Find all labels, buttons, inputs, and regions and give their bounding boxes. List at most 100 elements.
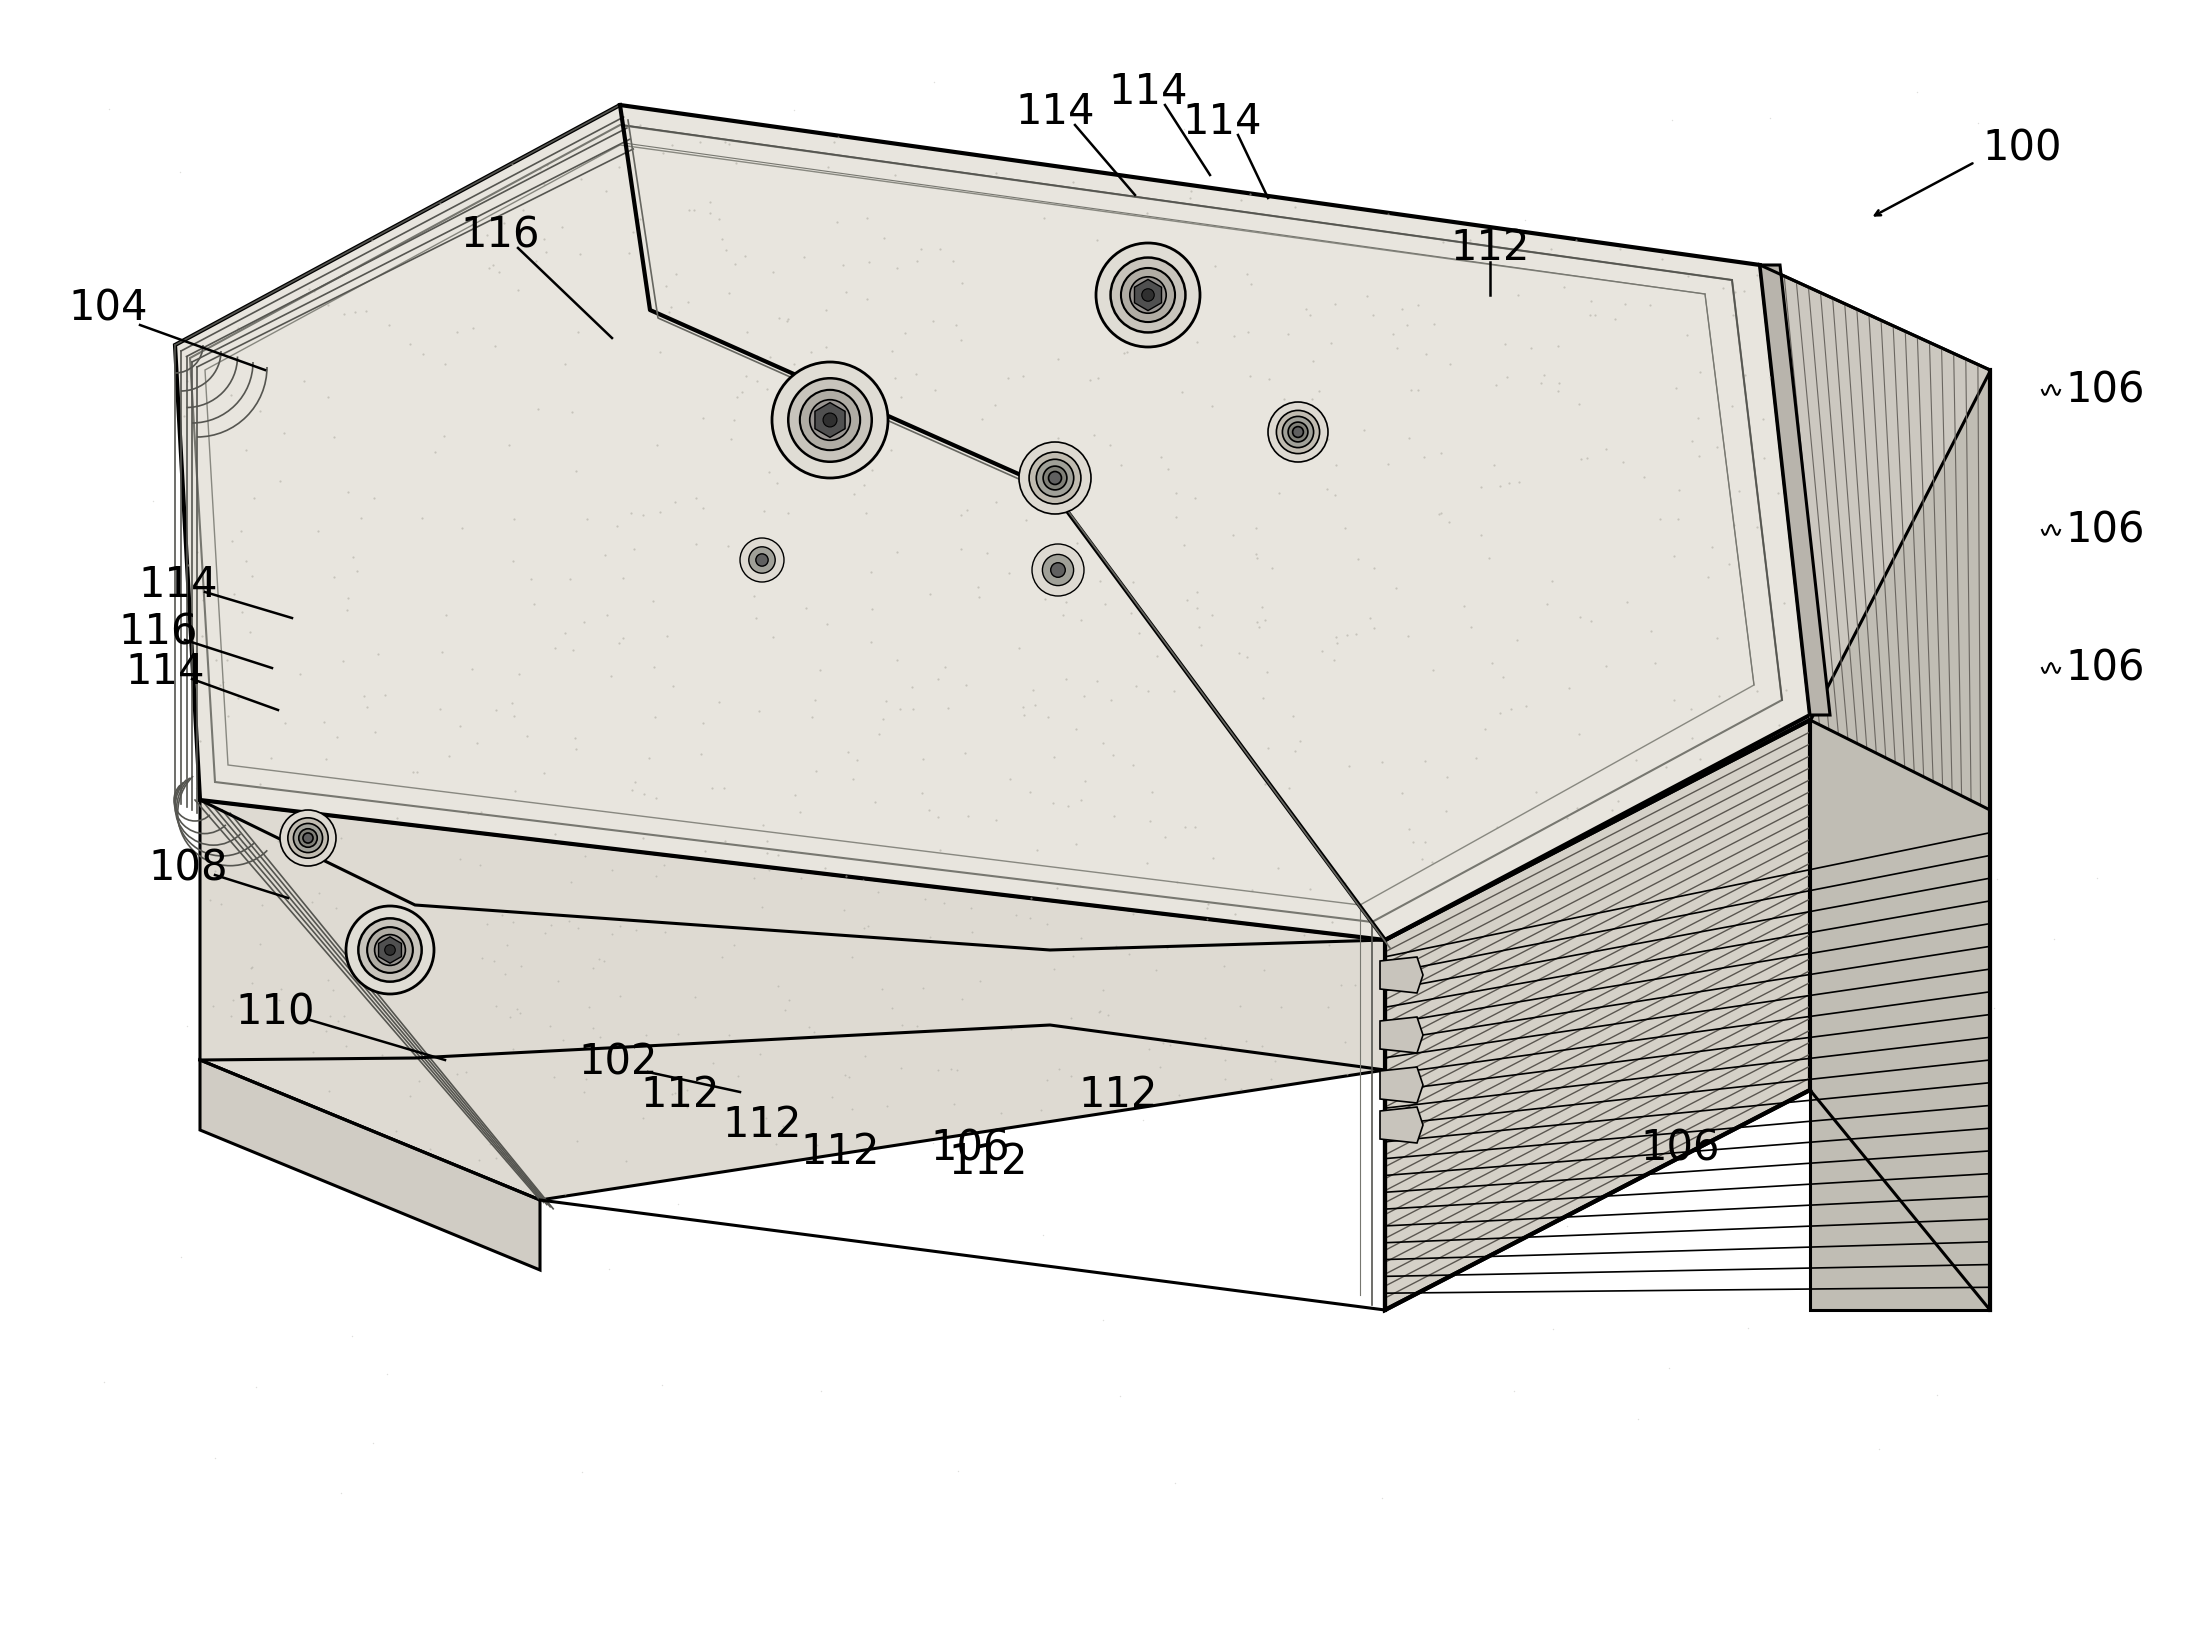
- Point: [1535, 568, 1570, 594]
- Point: [422, 696, 457, 722]
- Point: [1447, 593, 1482, 619]
- Point: [354, 227, 389, 253]
- Point: [800, 1131, 835, 1158]
- Point: [1012, 905, 1047, 931]
- Point: [660, 1021, 695, 1048]
- Point: [87, 1369, 122, 1396]
- Point: [1445, 396, 1480, 422]
- Point: [695, 1049, 730, 1076]
- Point: [509, 1156, 544, 1182]
- Point: [1329, 622, 1364, 649]
- Point: [1051, 793, 1086, 819]
- Point: [828, 279, 863, 305]
- Point: [584, 475, 619, 501]
- Point: [575, 1015, 610, 1041]
- Point: [262, 975, 297, 1002]
- Point: [164, 1243, 199, 1269]
- Point: [1605, 448, 1640, 475]
- Point: [1242, 614, 1277, 640]
- Point: [772, 987, 807, 1013]
- Point: [501, 277, 536, 304]
- Point: [1215, 322, 1250, 348]
- Point: [1327, 516, 1362, 542]
- Point: [1661, 476, 1696, 502]
- Point: [365, 1043, 400, 1069]
- Point: [855, 456, 890, 483]
- Circle shape: [750, 547, 776, 573]
- Point: [1143, 443, 1178, 470]
- Point: [1233, 271, 1268, 297]
- Point: [533, 911, 568, 938]
- Point: [566, 609, 601, 635]
- Point: [1126, 1107, 1161, 1133]
- Point: [1312, 933, 1347, 959]
- Point: [1270, 320, 1305, 346]
- Point: [1725, 511, 1760, 537]
- Point: [776, 351, 811, 378]
- Point: [831, 739, 866, 765]
- Circle shape: [1137, 284, 1159, 307]
- Point: [404, 888, 439, 915]
- Point: [350, 695, 385, 721]
- Point: [936, 248, 971, 274]
- Point: [472, 358, 507, 384]
- Point: [1768, 677, 1803, 703]
- Point: [979, 489, 1014, 516]
- Point: [916, 440, 951, 466]
- Point: [356, 484, 391, 511]
- Point: [809, 335, 844, 361]
- Circle shape: [1283, 417, 1314, 448]
- Point: [560, 915, 595, 941]
- Point: [1701, 433, 1736, 460]
- Point: [216, 581, 251, 608]
- Point: [822, 356, 857, 383]
- Point: [767, 997, 802, 1023]
- Point: [472, 255, 507, 281]
- Point: [962, 969, 997, 995]
- Circle shape: [374, 934, 404, 965]
- Point: [267, 420, 302, 447]
- Point: [649, 273, 684, 299]
- Point: [1349, 282, 1384, 309]
- Point: [457, 315, 492, 342]
- Polygon shape: [1379, 1067, 1423, 1103]
- Point: [1471, 545, 1506, 571]
- Point: [1012, 778, 1047, 805]
- Point: [1889, 1225, 1924, 1251]
- Point: [321, 1008, 356, 1034]
- Point: [675, 197, 710, 223]
- Point: [1795, 711, 1830, 737]
- Point: [221, 685, 256, 711]
- Point: [1484, 663, 1519, 690]
- Point: [310, 967, 345, 993]
- Point: [1670, 322, 1705, 348]
- Point: [669, 1094, 704, 1120]
- Point: [794, 338, 828, 365]
- Circle shape: [1130, 277, 1165, 314]
- Point: [656, 673, 691, 699]
- Text: 114: 114: [138, 563, 219, 606]
- Point: [1386, 296, 1421, 322]
- Point: [1740, 514, 1775, 540]
- Point: [1633, 617, 1668, 644]
- Point: [1425, 228, 1460, 255]
- Circle shape: [741, 539, 785, 581]
- Point: [1159, 869, 1194, 895]
- Polygon shape: [1379, 957, 1423, 993]
- Point: [595, 921, 630, 947]
- Point: [1233, 181, 1268, 207]
- Point: [888, 320, 922, 346]
- Point: [1961, 110, 1996, 136]
- Point: [693, 189, 728, 215]
- Point: [1097, 933, 1132, 959]
- Point: [1690, 563, 1725, 589]
- Point: [501, 995, 536, 1021]
- Point: [820, 123, 855, 149]
- Point: [1347, 417, 1382, 443]
- Point: [479, 993, 514, 1020]
- Point: [752, 458, 787, 484]
- Point: [693, 200, 728, 227]
- Point: [1432, 509, 1467, 535]
- Point: [361, 640, 396, 667]
- Circle shape: [800, 389, 859, 450]
